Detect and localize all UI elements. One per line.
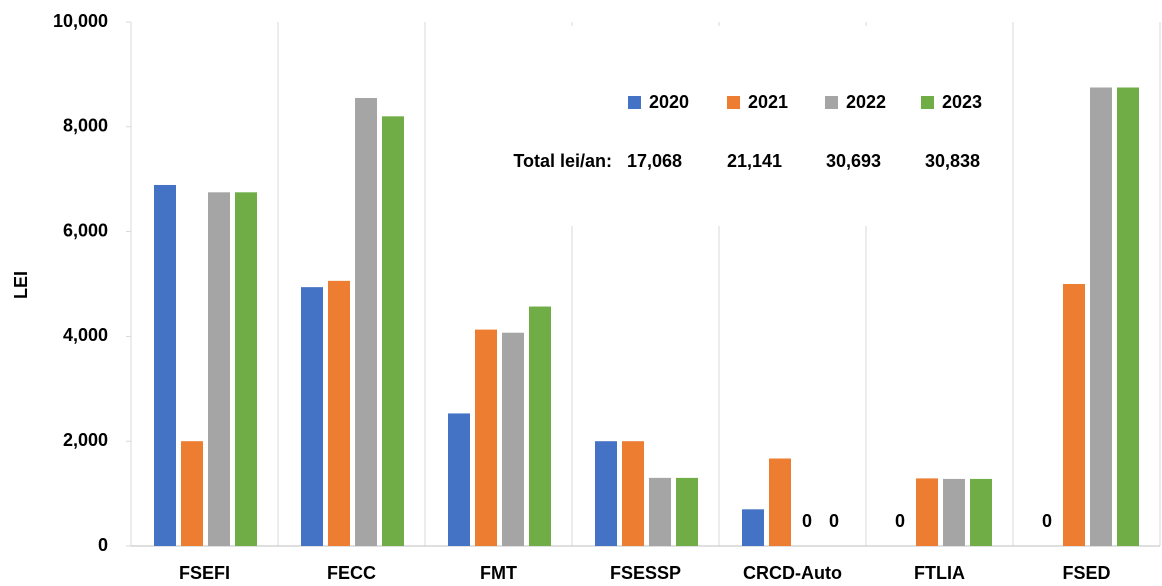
total-value: 17,068	[627, 151, 682, 171]
bar	[328, 280, 350, 546]
y-axis-label: LEI	[11, 271, 31, 299]
bar	[943, 478, 965, 546]
x-tick-label: FTLIA	[914, 563, 965, 583]
legend-swatch	[825, 96, 838, 109]
data-label: 0	[1042, 511, 1052, 531]
x-tick-label: FSEFI	[179, 563, 230, 583]
bar	[595, 441, 617, 546]
bar	[1117, 87, 1139, 546]
data-label: 0	[802, 511, 812, 531]
bar	[154, 184, 176, 547]
bar	[475, 329, 497, 546]
bar	[1063, 284, 1085, 546]
y-tick-label: 0	[98, 535, 108, 555]
bar	[1090, 87, 1112, 546]
bar	[181, 441, 203, 546]
legend-label: 2023	[942, 92, 982, 112]
x-tick-label: FMT	[480, 563, 517, 583]
y-tick-label: 4,000	[63, 325, 108, 345]
bar	[676, 477, 698, 546]
bar	[916, 478, 938, 546]
y-tick-label: 8,000	[63, 116, 108, 136]
bar	[622, 441, 644, 546]
bar	[649, 477, 671, 546]
legend-label: 2020	[649, 92, 689, 112]
legend-swatch	[628, 96, 641, 109]
legend-label: 2021	[748, 92, 788, 112]
legend-label: 2022	[846, 92, 886, 112]
legend-swatch	[921, 96, 934, 109]
bar	[769, 458, 791, 546]
x-tick-label: CRCD-Auto	[743, 563, 842, 583]
total-value: 30,693	[826, 151, 881, 171]
legend-background	[431, 26, 1011, 226]
legend-swatch	[727, 96, 740, 109]
totals-label: Total lei/an:	[513, 151, 612, 171]
y-tick-label: 2,000	[63, 430, 108, 450]
bar	[382, 116, 404, 546]
bar	[529, 306, 551, 546]
data-label: 0	[829, 511, 839, 531]
y-tick-label: 10,000	[53, 11, 108, 31]
total-value: 30,838	[925, 151, 980, 171]
bar	[448, 413, 470, 546]
x-tick-label: FSED	[1062, 563, 1110, 583]
bar	[742, 509, 764, 546]
bar	[502, 332, 524, 546]
data-label: 0	[895, 511, 905, 531]
x-tick-label: FSESSP	[610, 563, 681, 583]
bar	[235, 192, 257, 547]
bar	[208, 192, 230, 547]
bar	[970, 478, 992, 546]
bar	[301, 287, 323, 546]
x-tick-label: FECC	[327, 563, 376, 583]
bar	[355, 97, 377, 546]
total-value: 21,141	[727, 151, 782, 171]
y-tick-label: 6,000	[63, 220, 108, 240]
